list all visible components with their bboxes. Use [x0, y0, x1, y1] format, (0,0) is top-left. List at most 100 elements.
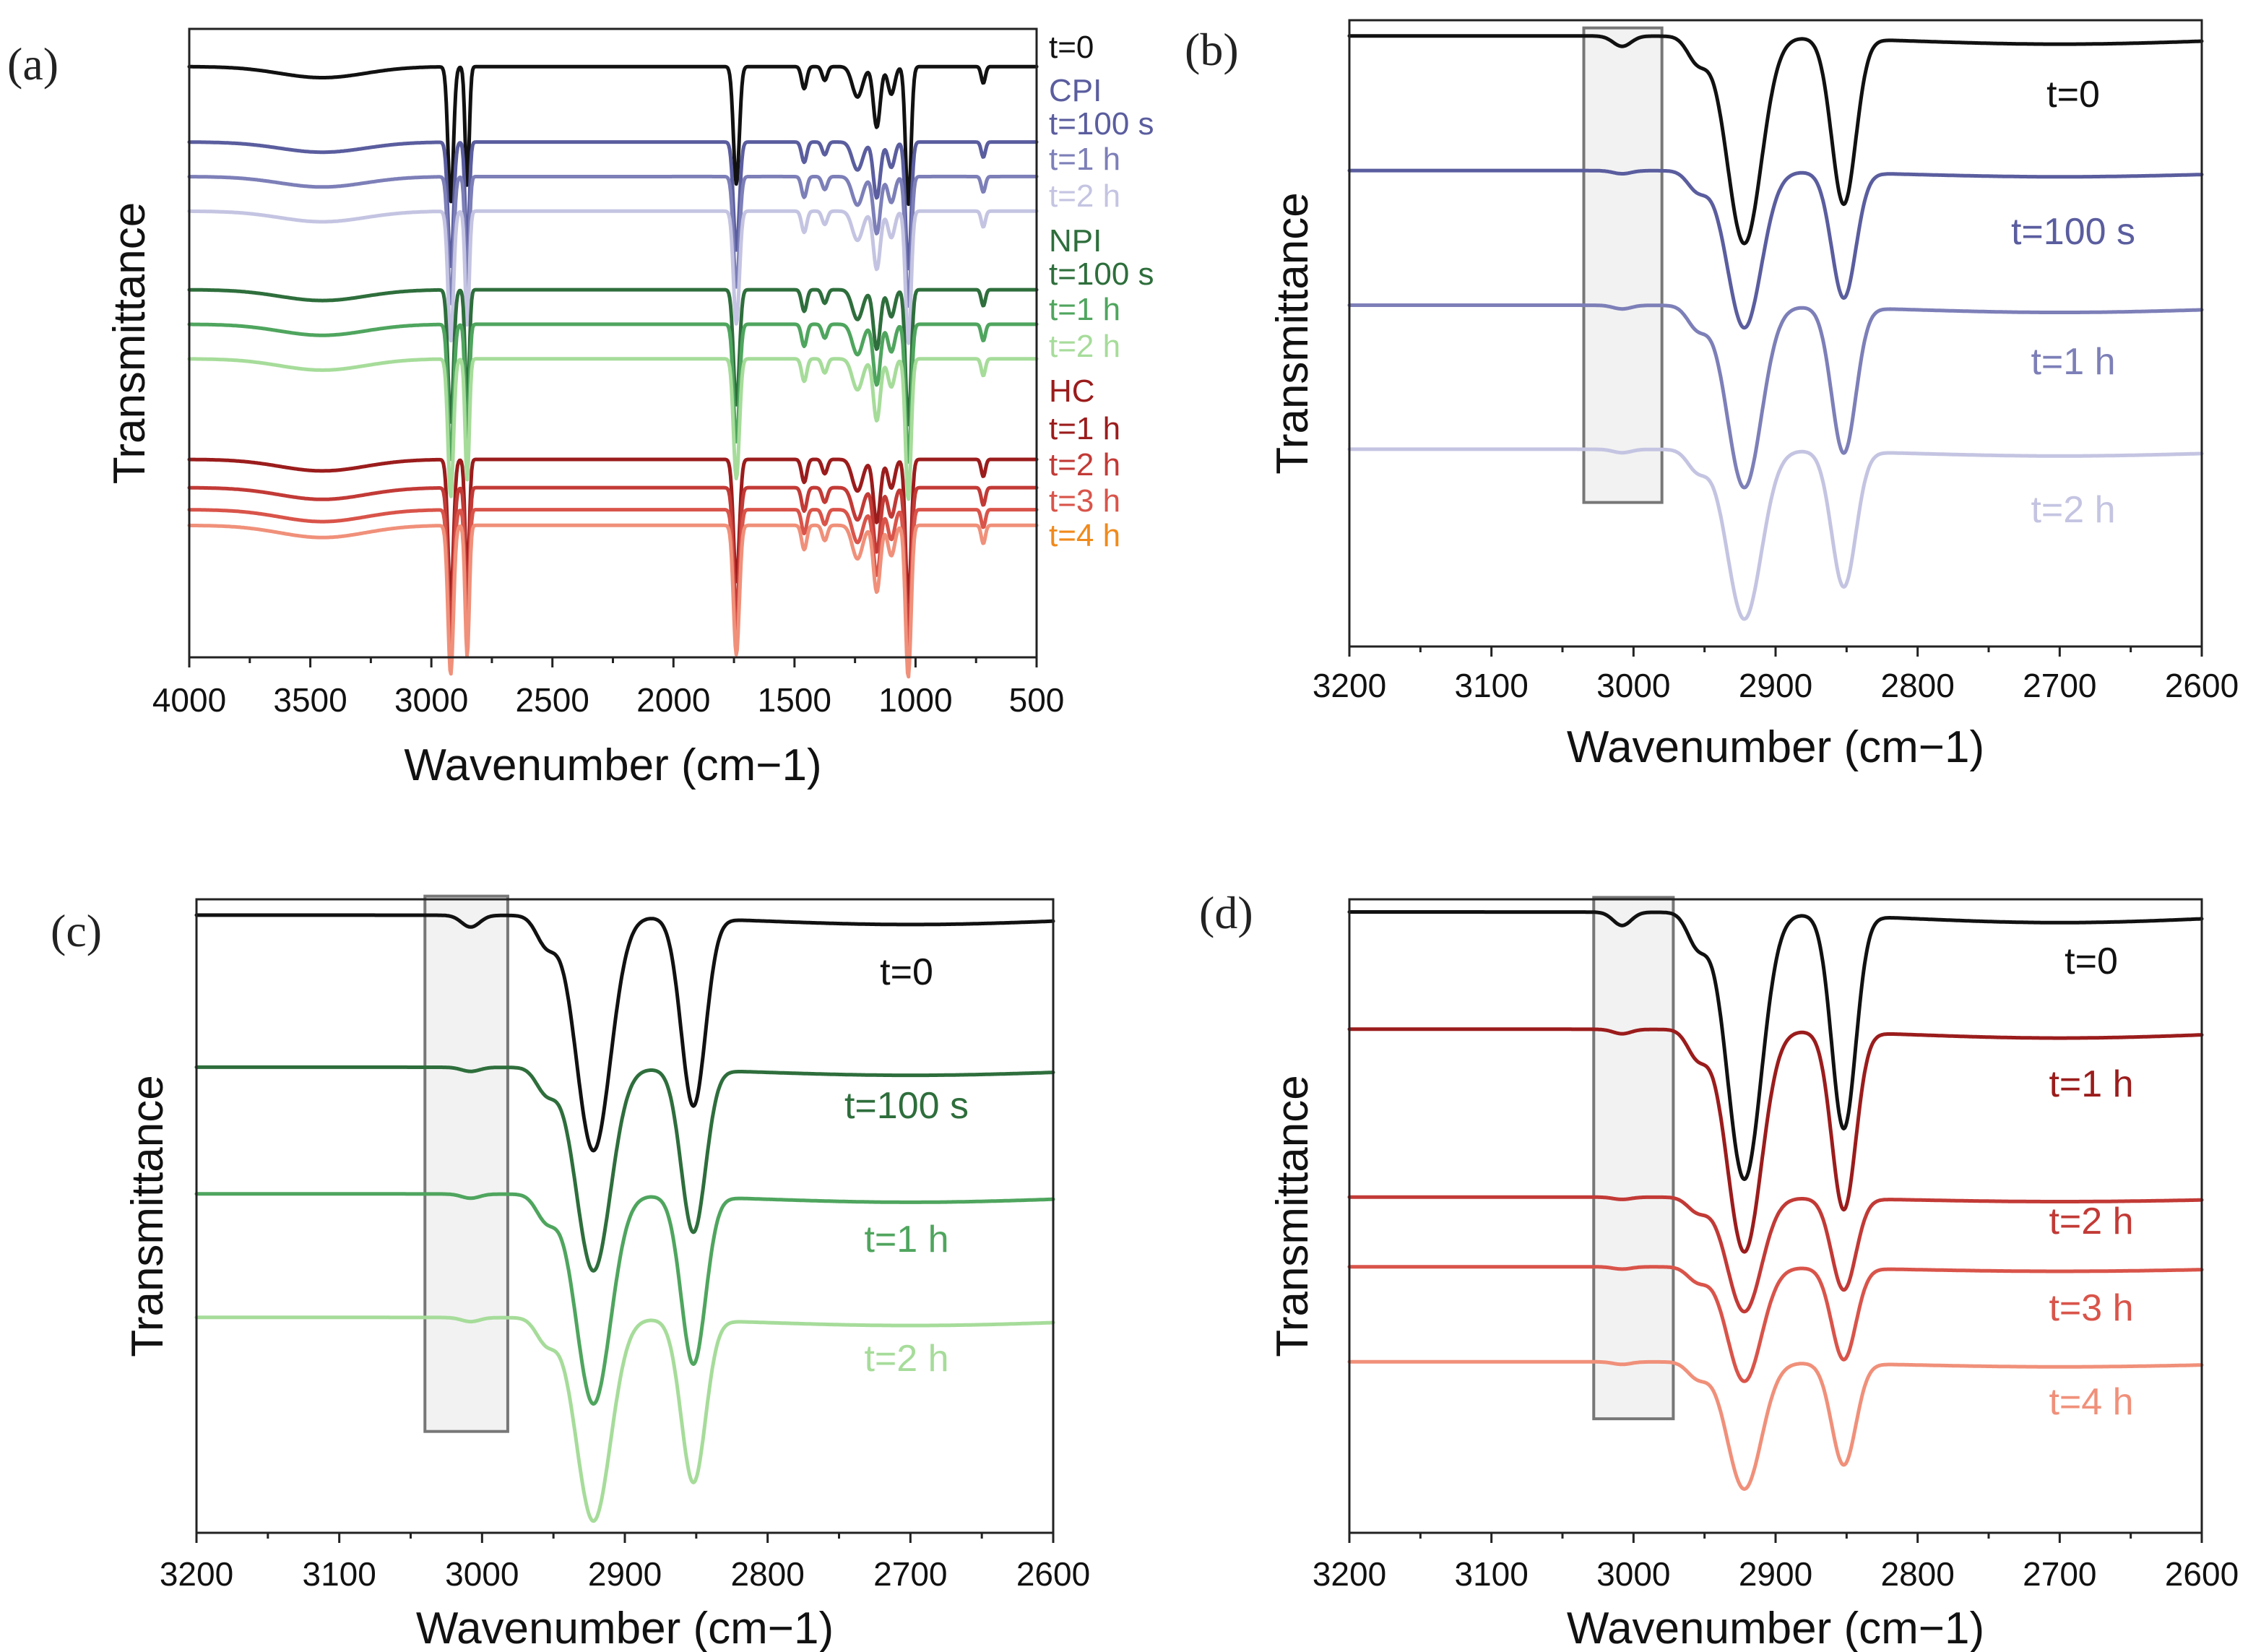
- series-label: t=3 h: [2049, 1287, 2133, 1329]
- series-label: t=1 h: [1049, 142, 1120, 177]
- panel-c: 3200 3100 3000 2900 2800 2700 2600 Wavenumber (…: [51, 894, 1090, 1652]
- series-label: t=2 h: [2031, 489, 2115, 531]
- panel-d: 3200 3100 3000 2900 2800 2700 2600 Wavenumber (…: [1199, 887, 2239, 1652]
- series-line-t-1-h: [1347, 1027, 2204, 1254]
- panel-letter: (c): [51, 905, 102, 956]
- series-label: t=4 h: [2049, 1381, 2133, 1423]
- series-line-t-0: [1347, 34, 2204, 246]
- panel-letter: (b): [1185, 24, 1239, 75]
- series-line-t-0: [1347, 910, 2204, 1181]
- highlight-box: [1582, 26, 1664, 504]
- x-tick-label: 2500: [516, 681, 589, 719]
- x-tick-label: 2700: [2023, 1555, 2096, 1593]
- x-tick-label: 1500: [758, 681, 831, 719]
- y-axis-title: Transmittance: [105, 202, 155, 485]
- y-axis-title: Transmittance: [1268, 1075, 1318, 1357]
- x-tick-label: 2600: [2165, 1555, 2239, 1593]
- plot-frame: [195, 898, 1055, 1534]
- series-label: t=1 h: [1049, 292, 1120, 327]
- series-line-t-2-h: [187, 209, 1039, 345]
- x-tick-label: 2600: [1016, 1555, 1090, 1593]
- series-line-t-1-h: [187, 457, 1039, 605]
- x-tick-label: 2800: [1880, 1555, 1954, 1593]
- x-tick-label: 2800: [730, 1555, 804, 1593]
- series-label: t=100 s: [1049, 256, 1154, 292]
- x-axis-title: Wavenumber (cm−1): [1567, 722, 1984, 772]
- series-line-t-100-s: [1347, 168, 2204, 330]
- x-axis-title: Wavenumber (cm−1): [1567, 1604, 1984, 1652]
- series-line-t-1-h: [1347, 303, 2204, 490]
- x-tick-label: 500: [1009, 681, 1065, 719]
- x-axis-title: Wavenumber (cm−1): [416, 1604, 834, 1652]
- series-line-t-100-s: [187, 140, 1039, 271]
- x-tick-label: 3000: [394, 681, 468, 719]
- series-line-t-4-h: [187, 523, 1039, 679]
- series-label: t=100 s: [1049, 106, 1154, 142]
- series-line-t-0: [194, 913, 1055, 1153]
- series-label: t=1 h: [2031, 341, 2115, 383]
- series-label: HC: [1049, 373, 1095, 409]
- series-label: t=100 s: [844, 1085, 969, 1127]
- x-tick-label: 3100: [302, 1555, 376, 1593]
- x-tick-label: 3200: [1313, 1555, 1386, 1593]
- x-tick-label: 3100: [1454, 667, 1528, 704]
- series-line-t-1-h: [194, 1192, 1055, 1406]
- series-label: t=4 h: [1049, 518, 1120, 553]
- y-axis-title: Transmittance: [123, 1075, 173, 1357]
- series-line-t-2-h: [1347, 1195, 2204, 1314]
- x-tick-label: 3000: [445, 1555, 519, 1593]
- series-label: t=3 h: [1049, 483, 1120, 519]
- series-label: t=0: [880, 951, 933, 993]
- series-label: t=2 h: [1049, 178, 1120, 214]
- x-tick-label: 2800: [1880, 667, 1954, 704]
- panel-letter: (d): [1199, 887, 1253, 938]
- series-label: t=0: [1049, 30, 1094, 65]
- series-line-t-3-h: [1347, 1265, 2204, 1383]
- series-label: t=2 h: [864, 1338, 948, 1380]
- x-tick-label: 3200: [160, 1555, 233, 1593]
- x-tick-label: 4000: [152, 681, 226, 719]
- panel-b: 3200 3100 3000 2900 2800 2700 2600 Wavenumber (…: [1185, 19, 2239, 772]
- x-tick-label: 2900: [1739, 1555, 1812, 1593]
- x-tick-label: 2000: [636, 681, 710, 719]
- series-label: t=2 h: [1049, 447, 1120, 483]
- series-line-t-1-h: [187, 174, 1039, 308]
- series-label: t=2 h: [2049, 1201, 2133, 1242]
- series-line-t-100-s: [187, 287, 1039, 427]
- series-line-t-1-h: [187, 322, 1039, 464]
- x-axis-title: Wavenumber (cm−1): [404, 740, 821, 790]
- x-tick-label: 3100: [1454, 1555, 1528, 1593]
- x-tick-label: 3000: [1596, 1555, 1670, 1593]
- x-tick-label: 2900: [1739, 667, 1812, 704]
- series-label: t=1 h: [1049, 411, 1120, 446]
- series-label: CPI: [1049, 73, 1102, 108]
- series-line-t-2-h: [1347, 447, 2204, 621]
- x-tick-label: 2700: [2023, 667, 2096, 704]
- x-tick-label: 3500: [273, 681, 347, 719]
- series-line-t-2-h: [187, 357, 1039, 501]
- highlight-box: [1592, 896, 1675, 1421]
- series-label: t=0: [2065, 940, 2118, 982]
- panel-letter: (a): [7, 38, 59, 90]
- highlight-box: [423, 894, 509, 1433]
- series-line-t-2-h: [194, 1315, 1055, 1523]
- series-label: NPI: [1049, 223, 1102, 259]
- panel-a: 4000 3500 3000 2500 2000 1500 1000 500 Wavenumbe…: [7, 27, 1154, 790]
- x-tick-label: 3200: [1313, 667, 1386, 704]
- series-line-t-2-h: [187, 485, 1039, 636]
- x-tick-label: 3000: [1596, 667, 1670, 704]
- series-line-t-0: [187, 64, 1039, 207]
- series-line-t-3-h: [187, 508, 1039, 660]
- x-tick-label: 2700: [873, 1555, 947, 1593]
- series-label: t=100 s: [2011, 211, 2135, 253]
- series-label: t=1 h: [864, 1219, 948, 1260]
- y-axis-title: Transmittance: [1268, 192, 1318, 475]
- x-tick-label: 2900: [588, 1555, 662, 1593]
- series-label: t=0: [2046, 74, 2100, 116]
- x-tick-label: 2600: [2165, 667, 2239, 704]
- series-line-t-100-s: [194, 1065, 1055, 1273]
- series-line-t-4-h: [1347, 1359, 2204, 1491]
- x-tick-label: 1000: [878, 681, 952, 719]
- series-label: t=1 h: [2049, 1063, 2133, 1105]
